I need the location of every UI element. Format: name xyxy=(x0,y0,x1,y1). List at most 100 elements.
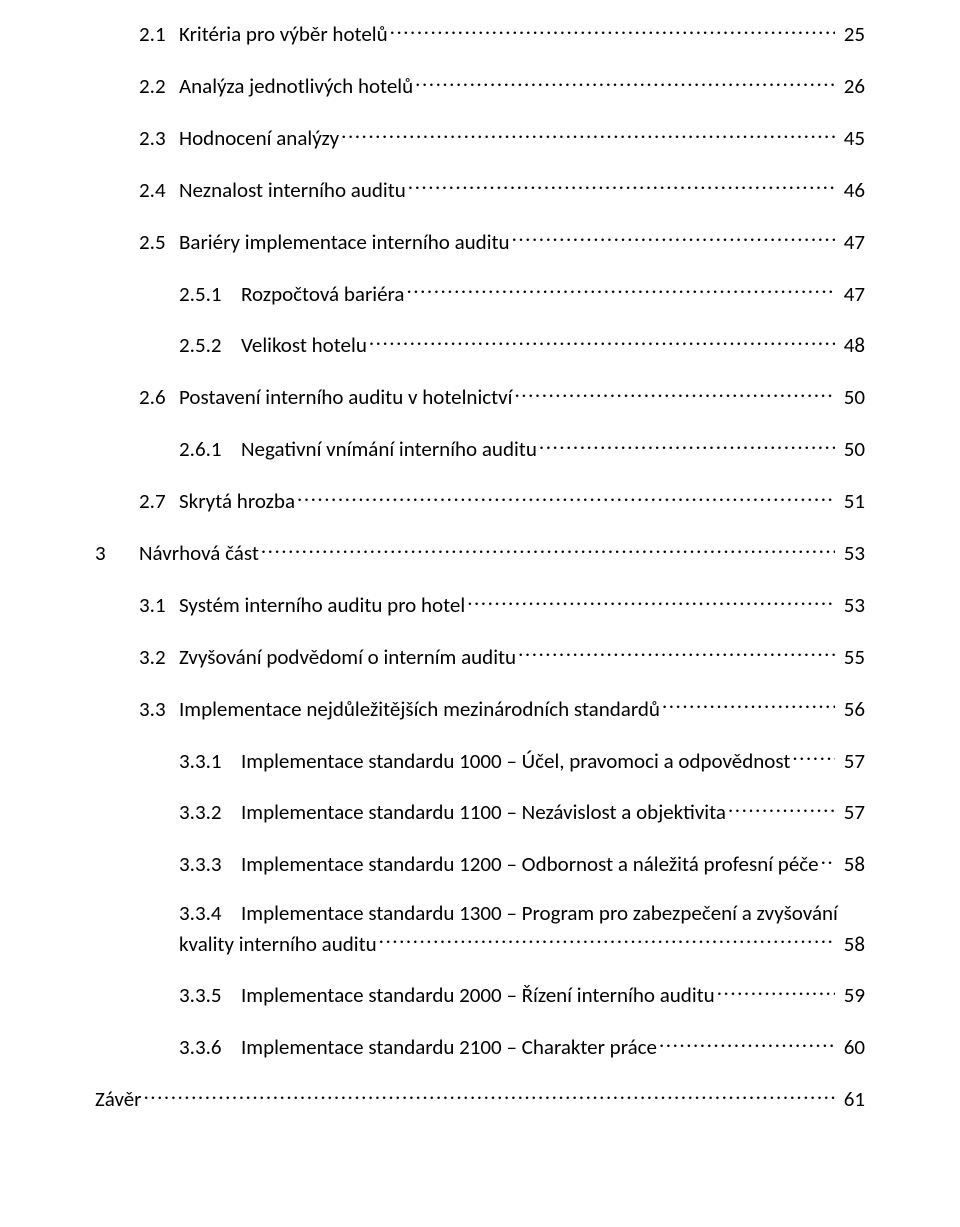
toc-title: Kritéria pro výběr hotelů xyxy=(179,21,388,48)
toc-entry: 2.3 Hodnocení analýzy 45 xyxy=(95,122,865,152)
toc-page-number: 60 xyxy=(837,1034,865,1061)
toc-title: Negativní vnímání interního auditu xyxy=(241,436,537,463)
toc-entry: 2.5.1 Rozpočtová bariéra 47 xyxy=(95,277,865,307)
toc-number: 2.3 xyxy=(139,125,179,152)
dot-leader xyxy=(369,329,835,352)
dot-leader xyxy=(261,537,835,560)
toc-number: 2.5 xyxy=(139,229,179,256)
toc-title: Zvyšování podvědomí o interním auditu xyxy=(179,644,516,671)
toc-title: Implementace standardu 1100 – Nezávislos… xyxy=(241,799,726,826)
toc-entry: 2.6 Postavení interního auditu v hotelni… xyxy=(95,381,865,411)
toc-page-number: 47 xyxy=(837,229,865,256)
dot-leader xyxy=(717,979,835,1002)
dot-leader xyxy=(406,277,835,300)
toc-entry: 3.1 Systém interního auditu pro hotel 53 xyxy=(95,589,865,619)
toc-page-number: 47 xyxy=(837,281,865,308)
toc-number: 2.2 xyxy=(139,73,179,100)
toc-entry: 2.2 Analýza jednotlivých hotelů 26 xyxy=(95,70,865,100)
toc-title: Skrytá hrozba xyxy=(179,488,295,515)
toc-entry: 3.3.2 Implementace standardu 1100 – Nezá… xyxy=(95,796,865,826)
toc-number: 3.1 xyxy=(139,592,179,619)
toc-title: Návrhová část xyxy=(139,540,259,567)
dot-leader xyxy=(659,1031,835,1054)
toc-page-number: 46 xyxy=(837,177,865,204)
toc-page-number: 58 xyxy=(837,851,865,878)
dot-leader xyxy=(792,744,835,767)
toc-entry: 2.6.1 Negativní vnímání interního auditu… xyxy=(95,433,865,463)
toc-number: 3.3.6 xyxy=(179,1034,241,1061)
toc-page-number: 51 xyxy=(837,488,865,515)
toc-entry: 3.3.3 Implementace standardu 1200 – Odbo… xyxy=(95,848,865,878)
toc-entry: 2.5 Bariéry implementace interního audit… xyxy=(95,226,865,256)
dot-leader xyxy=(415,70,835,93)
toc-number: 2.1 xyxy=(139,21,179,48)
toc-page-number: 45 xyxy=(837,125,865,152)
toc-page-number: 56 xyxy=(837,696,865,723)
toc-title: Implementace standardu 1200 – Odbornost … xyxy=(241,851,819,878)
toc-page-number: 50 xyxy=(837,436,865,463)
dot-leader xyxy=(662,693,835,716)
toc-page-number: 57 xyxy=(837,748,865,775)
toc-page-number: 50 xyxy=(837,384,865,411)
toc-page-number: 61 xyxy=(837,1086,865,1113)
toc-title: Závěr xyxy=(95,1086,142,1113)
dot-leader xyxy=(390,18,835,41)
dot-leader xyxy=(341,122,835,145)
dot-leader xyxy=(539,433,835,456)
toc-title: Implementace standardu 1300 – Program pr… xyxy=(241,900,838,927)
dot-leader xyxy=(144,1083,836,1106)
dot-leader xyxy=(518,641,835,664)
toc-number: 3.3.5 xyxy=(179,982,241,1009)
toc-title: Bariéry implementace interního auditu xyxy=(179,229,510,256)
toc-page: 2.1 Kritéria pro výběr hotelů 25 2.2 Ana… xyxy=(0,0,960,1114)
dot-leader xyxy=(821,848,835,871)
toc-entry: 3.3.6 Implementace standardu 2100 – Char… xyxy=(95,1031,865,1061)
toc-page-number: 25 xyxy=(837,21,865,48)
toc-title: Implementace standardu 2100 – Charakter … xyxy=(241,1034,657,1061)
dot-leader xyxy=(467,589,835,612)
toc-page-number: 48 xyxy=(837,332,865,359)
toc-number: 3.3 xyxy=(139,696,179,723)
toc-title: Hodnocení analýzy xyxy=(179,125,339,152)
toc-title: Systém interního auditu pro hotel xyxy=(179,592,465,619)
toc-page-number: 55 xyxy=(837,644,865,671)
toc-page-number: 58 xyxy=(837,931,865,958)
toc-title: Rozpočtová bariéra xyxy=(241,281,404,308)
dot-leader xyxy=(515,381,836,404)
toc-title: Implementace standardu 2000 – Řízení int… xyxy=(241,982,715,1009)
toc-page-number: 53 xyxy=(837,540,865,567)
dot-leader xyxy=(728,796,835,819)
toc-number: 2.6 xyxy=(139,384,179,411)
toc-title: Analýza jednotlivých hotelů xyxy=(179,73,413,100)
toc-number: 3.2 xyxy=(139,644,179,671)
toc-entry: 3.3.1 Implementace standardu 1000 – Účel… xyxy=(95,744,865,774)
toc-title-continued: kvality interního auditu xyxy=(179,931,377,958)
toc-number: 2.4 xyxy=(139,177,179,204)
toc-number: 3.3.3 xyxy=(179,851,241,878)
toc-entry: 2.1 Kritéria pro výběr hotelů 25 xyxy=(95,18,865,48)
dot-leader xyxy=(297,485,835,508)
toc-title: Velikost hotelu xyxy=(241,332,367,359)
toc-entry: 2.5.2 Velikost hotelu 48 xyxy=(95,329,865,359)
toc-entry: 3.3 Implementace nejdůležitějších meziná… xyxy=(95,693,865,723)
toc-page-number: 57 xyxy=(837,799,865,826)
toc-entry: Závěr 61 xyxy=(95,1083,865,1113)
dot-leader xyxy=(379,927,835,950)
toc-entry: 2.4 Neznalost interního auditu 46 xyxy=(95,174,865,204)
toc-title: Postavení interního auditu v hotelnictví xyxy=(179,384,513,411)
toc-number: 3 xyxy=(95,540,139,567)
toc-number: 3.3.2 xyxy=(179,799,241,826)
toc-entry: 2.7 Skrytá hrozba 51 xyxy=(95,485,865,515)
toc-number: 2.5.2 xyxy=(179,332,241,359)
toc-page-number: 26 xyxy=(837,73,865,100)
toc-title: Implementace standardu 1000 – Účel, prav… xyxy=(241,748,790,775)
toc-number: 3.3.4 xyxy=(179,900,241,927)
dot-leader xyxy=(512,226,835,249)
toc-page-number: 59 xyxy=(837,982,865,1009)
toc-entry: 3.3.4 Implementace standardu 1300 – Prog… xyxy=(95,900,865,958)
toc-entry: 3.3.5 Implementace standardu 2000 – Říze… xyxy=(95,979,865,1009)
toc-number: 3.3.1 xyxy=(179,748,241,775)
toc-number: 2.7 xyxy=(139,488,179,515)
toc-number: 2.6.1 xyxy=(179,436,241,463)
toc-entry: 3.2 Zvyšování podvědomí o interním audit… xyxy=(95,641,865,671)
